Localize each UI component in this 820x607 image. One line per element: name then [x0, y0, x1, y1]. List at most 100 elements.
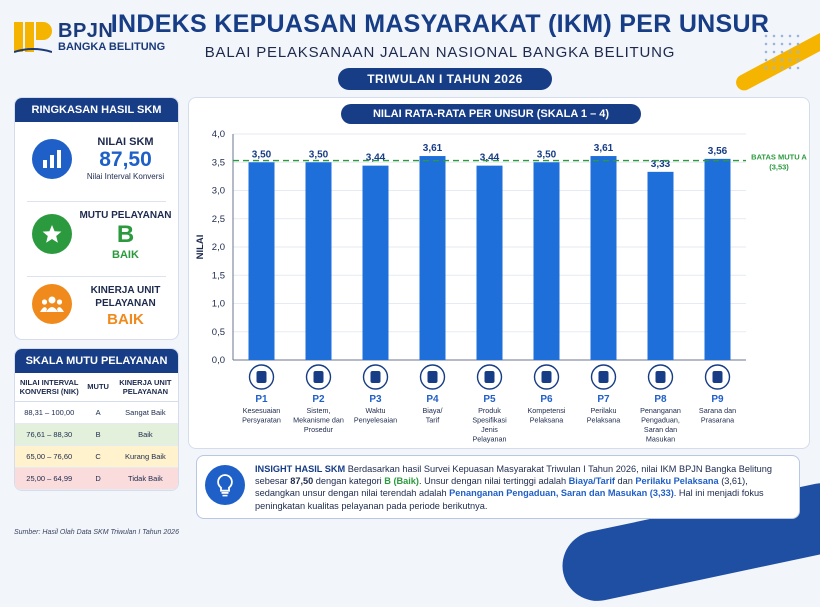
bar [305, 162, 332, 360]
insight-text: INSIGHT HASIL SKM Berdasarkan hasil Surv… [255, 463, 789, 512]
chart-card: NILAI RATA-RATA PER UNSUR (SKALA 1 – 4) … [188, 97, 810, 449]
category-code: P6 [540, 394, 553, 405]
person-badge-icon-glyph [541, 371, 552, 383]
scale-header-range: NILAI INTERVAL KONVERSI (NIK) [15, 373, 84, 402]
category-name: Penanganan [640, 406, 681, 415]
insight-segment: dengan kategori [313, 476, 385, 487]
scale-card: SKALA MUTU PELAYANAN NILAI INTERVAL KONV… [14, 348, 179, 491]
brand-region: BANGKA BELITUNG [58, 41, 166, 53]
mutu-value: B [116, 221, 135, 248]
bar-value-label: 3,50 [252, 149, 272, 160]
bar-value-label: 3,61 [594, 143, 614, 154]
summary-card: RINGKASAN HASIL SKM NILAI SKM 87,50 Nila… [14, 97, 179, 340]
bar-value-label: 3,50 [309, 149, 329, 160]
kinerja-stat: KINERJA UNIT PELAYANAN BAIK [15, 280, 178, 338]
kinerja-value: BAIK [107, 311, 144, 328]
insight-segment: . Unsur dengan nilai tertinggi adalah [418, 476, 569, 487]
bar-chart-icon [32, 139, 72, 179]
mutu-caption: BAIK [112, 249, 139, 261]
scale-kinerja-cell: Kurang Baik [112, 445, 178, 468]
category-name: Persyaratan [242, 416, 281, 425]
scale-header-mutu: MUTU [83, 373, 113, 402]
brand-name: BPJN [58, 20, 114, 42]
divider [27, 201, 166, 202]
category-code: P8 [654, 394, 667, 405]
bar-value-label: 3,44 [366, 153, 386, 164]
category-name: Produk [478, 406, 501, 415]
page-subtitle: BALAI PELAKSANAAN JALAN NASIONAL BANGKA … [204, 44, 676, 61]
category-name: Pengaduan, [641, 416, 680, 425]
threshold-value-label: (3,53) [769, 163, 789, 172]
chart-title: NILAI RATA-RATA PER UNSUR (SKALA 1 – 4) [341, 104, 641, 124]
nilai-value: 87,50 [99, 148, 152, 171]
period-badge: TRIWULAN I TAHUN 2026 [338, 68, 552, 90]
nilai-caption: Nilai Interval Konversi [86, 172, 165, 181]
category-name: Sistem, [307, 406, 331, 415]
bpjn-logo-icon [13, 18, 53, 56]
category-name: Kesesuaian [243, 406, 281, 415]
y-tick-label: 2,0 [212, 242, 225, 253]
bar-value-label: 3,50 [537, 149, 557, 160]
category-name: Prasarana [701, 416, 734, 425]
category-name: Biaya/ [423, 406, 443, 415]
scale-range-cell: 25,00 – 64,99 [15, 467, 84, 490]
insight-segment: Berdasarkan hasil Survei Kepuasan Masyar… [255, 464, 772, 487]
y-tick-label: 1,0 [212, 299, 225, 310]
bar-value-label: 3,33 [651, 159, 671, 170]
y-tick-label: 2,5 [212, 214, 225, 225]
scale-heading: SKALA MUTU PELAYANAN [15, 349, 178, 373]
scale-row: 76,61 – 88,30 B Baik [15, 423, 178, 446]
category-name: Penyelesaian [354, 416, 397, 425]
divider [27, 276, 166, 277]
category-name: Masukan [646, 435, 675, 444]
category-code: P1 [255, 394, 268, 405]
category-code: P5 [483, 394, 496, 405]
bar [704, 158, 731, 360]
bar-value-label: 3,56 [708, 146, 728, 157]
clock-icon-glyph [370, 371, 381, 383]
kinerja-label-line2: PELAYANAN [95, 298, 156, 309]
scale-mutu-cell: B [83, 423, 113, 446]
page-title: INDEKS KEPUASAN MASYARAKAT (IKM) PER UNS… [110, 10, 770, 38]
insight-body: Berdasarkan hasil Survei Kepuasan Masyar… [255, 464, 772, 511]
bar-value-label: 3,44 [480, 153, 500, 164]
threshold-label: BATAS MUTU A [751, 153, 807, 162]
scale-table: NILAI INTERVAL KONVERSI (NIK) MUTU KINER… [15, 373, 178, 490]
insight-title: INSIGHT HASIL SKM [255, 464, 346, 474]
star-icon [32, 214, 72, 254]
y-tick-label: 1,5 [212, 270, 225, 281]
category-name: Mekanisme dan [293, 416, 344, 425]
mutu-stat: MUTU PELAYANAN B BAIK [15, 206, 178, 272]
scale-mutu-cell: C [83, 445, 113, 468]
bar [419, 156, 446, 360]
bar-chart: 0,0 0,5 1,0 1,5 2,0 2,5 3,0 3,5 4,0 NILAI 3,50 P1Ke… [195, 129, 807, 444]
category-name: Spesifikasi [472, 416, 507, 425]
category-name: Saran dan [644, 425, 677, 434]
category-name: Prosedur [304, 425, 334, 434]
y-axis-label: NILAI [195, 235, 206, 260]
category-name: Pelayanan [473, 435, 507, 444]
bar [590, 156, 617, 360]
insight-segment: dan [614, 476, 636, 487]
scale-kinerja-cell: Tidak Baik [112, 467, 178, 490]
kinerja-label-line1: KINERJA UNIT [90, 285, 161, 296]
bar [476, 165, 503, 360]
mutu-label: MUTU PELAYANAN [79, 210, 172, 221]
bar [248, 162, 275, 360]
bar [533, 162, 560, 360]
insight-segment: . Hal ini menjadi fokus peningkatan kual… [255, 488, 764, 511]
category-name: Kompetensi [528, 406, 566, 415]
category-name: Tarif [426, 416, 440, 425]
category-name: Sarana dan [699, 406, 736, 415]
insight-box: INSIGHT HASIL SKM Berdasarkan hasil Surv… [196, 455, 800, 519]
scale-kinerja-cell: Baik [112, 423, 178, 446]
nilai-label: NILAI SKM [97, 136, 154, 148]
category-name: Pelaksana [587, 416, 621, 425]
chat-bubble-icon-glyph [655, 371, 666, 383]
y-tick-label: 3,0 [212, 186, 225, 197]
scale-kinerja-cell: Sangat Baik [112, 401, 178, 424]
insight-segment: B (Baik) [384, 476, 419, 487]
y-tick-label: 4,0 [212, 129, 225, 140]
y-tick-label: 3,5 [212, 157, 225, 168]
category-code: P2 [312, 394, 325, 405]
